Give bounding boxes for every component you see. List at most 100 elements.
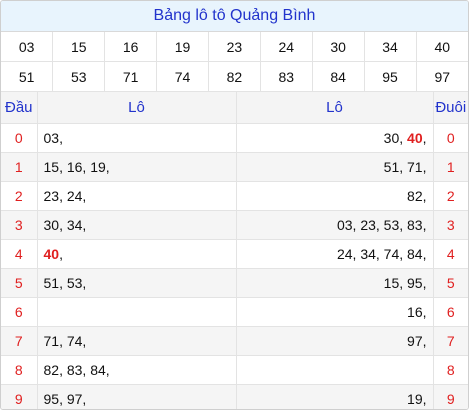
dau-duoi-header: Đầu Lô Lô Đuôi — [1, 92, 468, 124]
lo-text: 82, 83, 84, — [43, 362, 110, 378]
dau-cell: 0 — [1, 123, 38, 153]
lo-by-duoi-cell: 97, — [236, 326, 434, 356]
duoi-cell: 8 — [433, 355, 468, 385]
lo-by-dau-cell: 40, — [37, 239, 237, 269]
lo-text: , — [422, 130, 427, 146]
number-cell: 40 — [416, 32, 468, 62]
lo-text: , — [59, 246, 63, 262]
lo-by-dau-cell: 51, 53, — [37, 268, 237, 298]
number-cell: 24 — [260, 32, 313, 62]
lo-by-dau-cell — [37, 297, 237, 327]
duoi-cell: 1 — [433, 152, 468, 182]
dau-cell: 7 — [1, 326, 38, 356]
numbers-row-1: 03 15 16 19 23 24 30 34 40 — [1, 32, 468, 62]
number-cell: 30 — [312, 32, 365, 62]
dau-duoi-row: 1 15, 16, 19, 51, 71, 1 — [1, 152, 468, 182]
duoi-cell: 3 — [433, 210, 468, 240]
number-cell: 95 — [364, 61, 417, 92]
number-cell: 16 — [104, 32, 158, 62]
lo-text: 30, 34, — [43, 217, 87, 233]
lo-by-duoi-cell — [236, 355, 434, 385]
number-cell: 19 — [156, 32, 209, 62]
lo-text: 23, 24, — [43, 188, 87, 204]
lo-text: 95, 97, — [43, 391, 87, 407]
number-cell: 82 — [208, 61, 261, 92]
lo-by-duoi-cell: 15, 95, — [236, 268, 434, 298]
duoi-cell: 2 — [433, 181, 468, 211]
dau-duoi-body: 0 03, 30, 40, 0 1 15, 16, 19, 51, 71, 1 2 23, 24,… — [1, 123, 468, 409]
dau-cell: 3 — [1, 210, 38, 240]
lo-by-duoi-cell: 51, 71, — [236, 152, 434, 182]
dau-cell: 4 — [1, 239, 38, 269]
dau-duoi-row: 6 16, 6 — [1, 297, 468, 327]
dau-duoi-row: 9 95, 97, 19, 9 — [1, 384, 468, 409]
dau-duoi-table: Đầu Lô Lô Đuôi 0 03, 30, 40, 0 1 15, 16, 19, 5… — [1, 92, 468, 409]
number-cell: 83 — [260, 61, 313, 92]
lo-by-duoi-cell: 24, 34, 74, 84, — [236, 239, 434, 269]
lo-text: 15, 95, — [383, 275, 427, 291]
lo-by-dau-cell: 03, — [37, 123, 237, 153]
duoi-cell: 6 — [433, 297, 468, 327]
lo-by-dau-cell: 30, 34, — [37, 210, 237, 240]
number-cell: 53 — [52, 61, 106, 92]
duoi-cell: 5 — [433, 268, 468, 298]
duoi-cell: 4 — [433, 239, 468, 269]
number-cell: 23 — [208, 32, 261, 62]
lo-text: 03, 23, 53, 83, — [336, 217, 427, 233]
duoi-cell: 0 — [433, 123, 468, 153]
dau-cell: 5 — [1, 268, 38, 298]
lo-by-duoi-cell: 19, — [236, 384, 434, 409]
number-cell: 74 — [156, 61, 209, 92]
lo-text: 03, — [43, 130, 63, 146]
duoi-cell: 9 — [433, 384, 468, 409]
lo-by-duoi-cell: 82, — [236, 181, 434, 211]
dau-cell: 2 — [1, 181, 38, 211]
number-cell: 03 — [1, 32, 54, 62]
lo-by-dau-cell: 95, 97, — [37, 384, 237, 409]
dau-duoi-row: 3 30, 34, 03, 23, 53, 83, 3 — [1, 210, 468, 240]
lo-by-dau-cell: 82, 83, 84, — [37, 355, 237, 385]
lo-text: 15, 16, 19, — [43, 159, 110, 175]
lo-by-duoi-cell: 30, 40, — [236, 123, 434, 153]
numbers-table: 03 15 16 19 23 24 30 34 40 51 53 71 74 82 83 84 95 97 — [1, 32, 468, 92]
dau-duoi-row: 4 40, 24, 34, 74, 84, 4 — [1, 239, 468, 269]
number-cell: 51 — [1, 61, 54, 92]
header-duoi: Đuôi — [433, 92, 468, 124]
number-cell: 97 — [416, 61, 468, 92]
lo-by-duoi-cell: 16, — [236, 297, 434, 327]
header-lo-right: Lô — [236, 92, 434, 124]
lo-text: 24, 34, 74, 84, — [336, 246, 427, 262]
lo-text: 97, — [407, 333, 427, 349]
dau-cell: 8 — [1, 355, 38, 385]
numbers-row-2: 51 53 71 74 82 83 84 95 97 — [1, 61, 468, 92]
dau-cell: 1 — [1, 152, 38, 182]
lo-text: 51, 71, — [383, 159, 427, 175]
lo-by-dau-cell: 15, 16, 19, — [37, 152, 237, 182]
board-title: Bảng lô tô Quảng Bình — [1, 1, 468, 32]
number-cell: 84 — [312, 61, 365, 92]
header-dau: Đầu — [1, 92, 38, 124]
dau-duoi-row: 0 03, 30, 40, 0 — [1, 123, 468, 153]
lo-text: 82, — [407, 188, 427, 204]
number-cell: 15 — [52, 32, 106, 62]
lo-text: 51, 53, — [43, 275, 87, 291]
dau-duoi-row: 5 51, 53, 15, 95, 5 — [1, 268, 468, 298]
dau-duoi-row: 7 71, 74, 97, 7 — [1, 326, 468, 356]
number-cell: 71 — [104, 61, 158, 92]
lo-text: 71, 74, — [43, 333, 87, 349]
lo-text: 19, — [407, 391, 427, 407]
lo-by-dau-cell: 23, 24, — [37, 181, 237, 211]
dau-cell: 6 — [1, 297, 38, 327]
number-cell: 34 — [364, 32, 417, 62]
header-lo-left: Lô — [37, 92, 237, 124]
highlight-number: 40 — [43, 246, 60, 262]
highlight-number: 40 — [407, 130, 423, 146]
dau-duoi-row: 8 82, 83, 84, 8 — [1, 355, 468, 385]
lo-by-duoi-cell: 03, 23, 53, 83, — [236, 210, 434, 240]
dau-cell: 9 — [1, 384, 38, 409]
lo-by-dau-cell: 71, 74, — [37, 326, 237, 356]
duoi-cell: 7 — [433, 326, 468, 356]
dau-duoi-row: 2 23, 24, 82, 2 — [1, 181, 468, 211]
lo-text: 16, — [407, 304, 427, 320]
